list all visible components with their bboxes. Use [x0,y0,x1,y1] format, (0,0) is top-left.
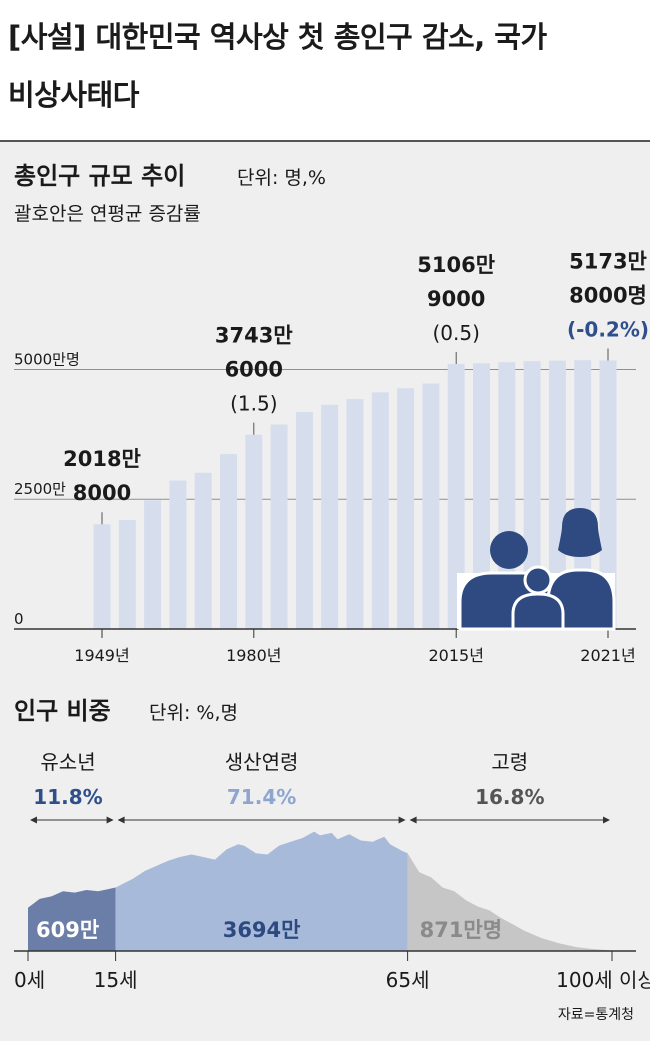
bar-18 [548,360,566,629]
area-2 [407,853,612,951]
callout-value-2-1: 9000 [427,287,485,311]
bar-17 [523,361,541,629]
bar-series [93,360,617,629]
group-name-0: 유소년 [40,750,95,774]
share-group-headers: 유소년 11.8% 생산연령 71.4% 고령 16.8% [33,750,544,809]
share-tick-label-1: 15세 [94,968,138,992]
callout-value-2-0: 5106만 [417,253,495,277]
bar-2 [144,500,162,629]
share-x-axis: 0세 15세 65세 100세 이상 [14,950,650,992]
x-tick-label-2: 2015년 [428,646,483,665]
y-tick-label-1: 2500만 [14,480,66,498]
range-arrow-left-2 [409,816,417,824]
share-range-arrows [30,816,610,824]
bar-6 [245,434,263,629]
bar-4 [194,472,212,629]
callout-rate-1: (1.5) [230,392,277,416]
headline-line-2: 비상사태다 [8,78,139,112]
count-label-0: 609만 [36,918,99,942]
share-chart-title: 인구 비중 [14,697,111,725]
source-credit: 자료=통계청 [558,1007,634,1023]
bar-15 [473,363,490,629]
bar-chart-note: 괄호안은 연평균 증감률 [14,203,201,225]
share-tick-label-3: 100세 이상 [556,968,650,992]
bar-chart-title: 총인구 규모 추이 [14,162,185,190]
area-0 [28,887,116,951]
bar-14 [447,363,465,629]
bar-5 [220,454,237,629]
bar-x-axis: 1949년 1980년 2015년 2021년 [14,628,636,665]
range-arrow-right-1 [398,816,406,824]
share-tick-label-0: 0세 [14,968,45,992]
infographic-svg: 총인구 규모 추이 단위: 명,% 괄호안은 연평균 증감률 0 2500만 500… [14,162,650,1023]
x-tick-label-0: 1949년 [74,646,129,665]
bar-8 [295,412,313,629]
share-chart-unit: 단위: %,명 [149,702,238,724]
family-icon [457,508,616,631]
callout-value-0-1: 8000 [73,481,131,505]
range-arrow-right-0 [106,816,114,824]
share-tick-label-2: 65세 [386,968,430,992]
headline: [사설] 대한민국 역사상 첫 총인구 감소, 국가 비상사태다 [8,8,644,124]
callout-value-3-0: 5173만 [569,249,647,273]
callout-rate-2: (0.5) [432,321,479,345]
bar-9 [321,404,339,629]
group-name-2: 고령 [491,750,528,774]
range-arrow-left-1 [117,816,125,824]
bar-10 [346,399,364,629]
group-percent-2: 16.8% [475,785,544,809]
population-share-chart: 인구 비중 단위: %,명 유소년 11.8% 생산연령 71.4% 고령 16.8% 6… [14,697,650,992]
callout-value-1-0: 3743만 [215,324,293,348]
callout-value-0-0: 2018만 [63,447,141,471]
bar-1 [118,520,136,629]
area-1 [115,831,408,951]
group-name-1: 생산연령 [225,750,299,774]
callout-value-3-1: 8000명 [569,283,647,307]
count-label-1: 3694만 [223,918,301,942]
share-count-labels: 609만 3694만 871만명 [36,918,502,942]
share-areas [28,831,612,951]
bar-12 [397,388,415,629]
bar-callouts: 2018만 8000 3743만 6000 (1.5) 5106만 9000 (0.5) 517… [63,249,649,525]
range-arrow-right-2 [603,816,610,824]
bar-3 [169,480,187,629]
bar-11 [371,392,389,629]
bar-7 [270,424,288,629]
population-bar-chart: 총인구 규모 추이 단위: 명,% 괄호안은 연평균 증감률 0 2500만 500… [14,162,649,665]
group-percent-0: 11.8% [33,785,102,809]
callout-rate-3: (-0.2%) [567,317,649,341]
y-tick-label-2: 5000만명 [14,350,80,368]
bar-chart-unit: 단위: 명,% [237,167,326,189]
group-percent-1: 71.4% [227,785,296,809]
infographic-panel: 총인구 규모 추이 단위: 명,% 괄호안은 연평균 증감률 0 2500만 500… [0,140,650,1041]
headline-line-1: [사설] 대한민국 역사상 첫 총인구 감소, 국가 [8,20,547,54]
bar-19 [574,360,592,629]
range-arrow-left-0 [30,816,37,824]
bar-20 [599,360,617,629]
bar-y-tick-labels: 0 2500만 5000만명 [14,350,80,628]
x-tick-label-3: 2021년 [580,646,635,665]
bar-13 [422,383,440,629]
y-tick-label-0: 0 [14,610,24,628]
callout-value-1-1: 6000 [225,358,283,382]
count-label-2: 871만명 [420,918,502,942]
x-tick-label-1: 1980년 [226,646,281,665]
bar-0 [93,524,111,629]
